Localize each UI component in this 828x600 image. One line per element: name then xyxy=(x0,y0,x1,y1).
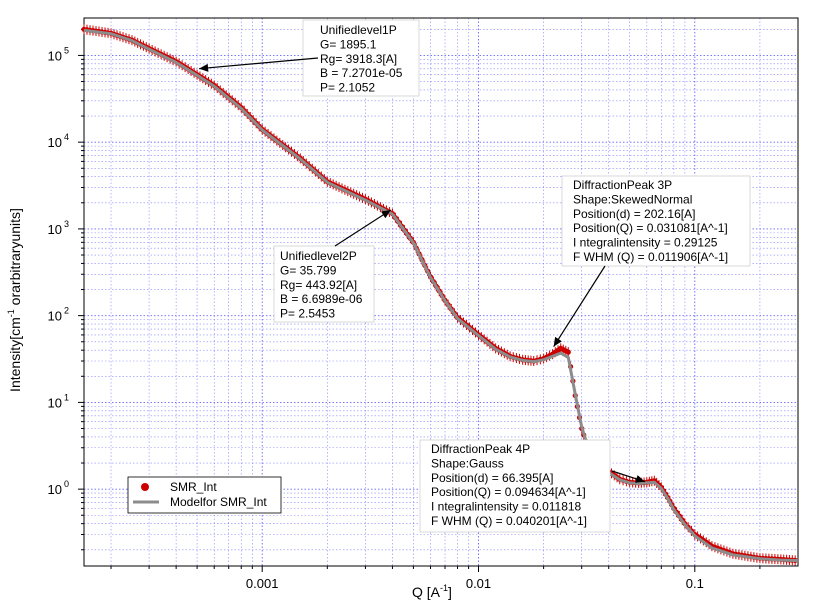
model-line xyxy=(83,28,799,563)
annotation-arrow xyxy=(334,209,392,247)
annotation-arrow xyxy=(553,265,606,347)
annotation-arrowhead xyxy=(635,475,645,483)
data-point xyxy=(565,349,571,355)
annotation-text: F WHM (Q) = 0.011906[A^-1] xyxy=(573,250,728,264)
x-axis-label-end: ] xyxy=(448,584,452,600)
y-tick-label-exponent: 4 xyxy=(64,132,69,142)
annotation-text: Unifiedlevel2P xyxy=(280,249,357,263)
annotation-arrowhead xyxy=(381,210,391,219)
annotation-text: B = 7.2701e-05 xyxy=(320,66,403,80)
annotation-3: DiffractionPeak 3PShape:SkewedNormalPosi… xyxy=(553,175,751,347)
annotation-box xyxy=(561,175,751,267)
annotation-text: Position(d) = 66.395[A] xyxy=(431,471,553,485)
annotation-text: F WHM (Q) = 0.040201[A^-1] xyxy=(431,514,587,528)
x-axis-title: Q [A-1] xyxy=(412,583,452,600)
annotation-text: I ntegralintensity = 0.011818 xyxy=(431,500,582,514)
y-tick-label: 10 xyxy=(48,135,62,150)
annotation-text: B = 6.6989e-06 xyxy=(280,292,363,306)
legend: SMR_Int Modelfor SMR_Int xyxy=(127,476,282,514)
annotation-arrowhead xyxy=(553,336,562,347)
x-axis-label-sup: -1 xyxy=(440,583,448,593)
annotation-text: Rg= 443.92[A] xyxy=(280,278,357,292)
x-axis-label: Q [A xyxy=(412,584,441,600)
annotation-text: DiffractionPeak 4P xyxy=(431,442,530,456)
annotation-4: DiffractionPeak 4PShape:GaussPosition(d)… xyxy=(419,439,646,533)
y-axis-label-sup: -1 xyxy=(6,309,16,317)
legend-label-model: Modelfor SMR_Int xyxy=(170,495,267,509)
x-tick-label: 0.1 xyxy=(686,576,704,591)
x-tick-label: 0.001 xyxy=(246,576,279,591)
legend-box xyxy=(127,476,282,514)
annotation-text: G= 1895.1 xyxy=(320,37,377,51)
annotation-box xyxy=(302,19,420,97)
annotation-text: P= 2.1052 xyxy=(320,81,375,95)
annotation-text: DiffractionPeak 3P xyxy=(573,178,672,192)
legend-marker-data xyxy=(141,483,149,491)
annotation-text: G= 35.799 xyxy=(280,263,337,277)
y-tick-label-exponent: 0 xyxy=(64,479,69,489)
x-tick-label: 0.01 xyxy=(466,576,491,591)
annotation-box xyxy=(419,439,611,533)
annotation-text: Position(Q) = 0.031081[A^-1] xyxy=(573,221,728,235)
annotation-text: Shape:Gauss xyxy=(431,456,504,470)
y-tick-label: 10 xyxy=(48,222,62,237)
annotation-text: Unifiedlevel1P xyxy=(320,23,397,37)
y-axis-label-end: orarbitraryunits] xyxy=(7,208,23,309)
annotation-text: Position(Q) = 0.094634[A^-1] xyxy=(431,485,586,499)
annotation-box xyxy=(273,245,375,323)
plot-frame xyxy=(83,17,799,567)
annotation-text: Shape:SkewedNormal xyxy=(573,192,692,206)
y-tick-label: 10 xyxy=(48,309,62,324)
annotation-arrowhead xyxy=(199,63,209,72)
minor-grid xyxy=(84,18,798,566)
legend-label-data: SMR_Int xyxy=(170,480,217,494)
y-axis-label: Intensity[cm xyxy=(7,317,23,392)
annotation-text: Rg= 3918.3[A] xyxy=(320,52,397,66)
annotation-arrow xyxy=(199,57,319,70)
y-tick-label: 10 xyxy=(48,482,62,497)
y-tick-label-exponent: 1 xyxy=(64,392,69,402)
y-tick-label: 10 xyxy=(48,48,62,63)
annotation-text: Position(d) = 202.16[A] xyxy=(573,207,695,221)
y-tick-label: 10 xyxy=(48,395,62,410)
annotation-text: P= 2.5453 xyxy=(280,307,335,321)
annotation-text: I ntegralintensity = 0.29125 xyxy=(573,236,718,250)
y-tick-label-exponent: 5 xyxy=(64,45,69,55)
y-tick-label-exponent: 2 xyxy=(64,306,69,316)
y-axis-title: Intensity[cm-1 orarbitraryunits] xyxy=(6,208,23,392)
svg-text:Intensity[cm-1 orarbitraryunit: Intensity[cm-1 orarbitraryunits] xyxy=(6,208,23,392)
y-tick-label-exponent: 3 xyxy=(64,219,69,229)
svg-text:Q [A-1]: Q [A-1] xyxy=(412,583,452,600)
